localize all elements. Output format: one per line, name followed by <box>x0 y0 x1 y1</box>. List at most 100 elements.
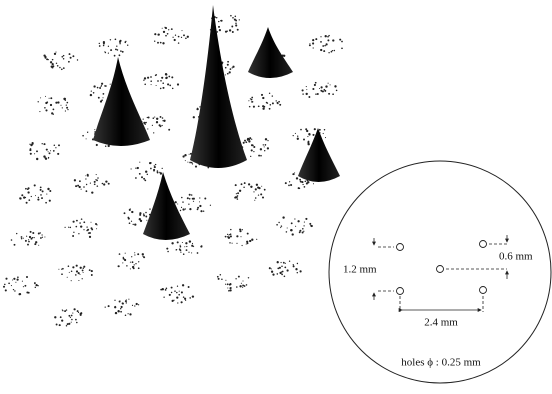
speckle-dot <box>54 316 56 318</box>
speckle-dot <box>115 38 117 40</box>
speckle-dot <box>125 315 127 317</box>
speckle-dot <box>226 30 227 31</box>
speckle-dot <box>115 49 117 51</box>
speckle-dot <box>230 15 232 17</box>
speckle-dot <box>291 222 293 224</box>
speckle-dot <box>325 85 327 87</box>
speckle-dot <box>242 245 243 246</box>
speckle-dot <box>161 125 162 126</box>
speckle-dot <box>235 20 237 22</box>
speckle-dot <box>160 88 162 90</box>
speckle-dot <box>67 102 69 104</box>
speckle-dot <box>199 197 200 198</box>
speckle-dot <box>147 128 148 129</box>
speckle-dot <box>144 77 146 79</box>
speckle-dot <box>227 287 228 288</box>
speckle-dot <box>321 86 323 88</box>
speckle-dot <box>80 225 82 227</box>
speckle-dot <box>162 168 163 169</box>
speckle-dot <box>102 183 104 185</box>
speckle-dot <box>171 292 172 293</box>
speckle-dot <box>44 236 45 237</box>
speckle-dot <box>308 96 310 98</box>
speckle-dot <box>52 65 54 67</box>
speckle-dot <box>278 101 280 103</box>
speckle-dot <box>128 218 130 220</box>
speckle-dot <box>86 184 87 185</box>
speckle-dot <box>183 296 185 298</box>
speckle-dot <box>293 265 295 267</box>
speckle-dot <box>120 50 122 52</box>
speckle-dot <box>260 155 262 157</box>
speckle-dot <box>91 270 93 272</box>
speckle-dot <box>22 281 23 282</box>
speckle-dot <box>61 320 63 322</box>
speckle-dot <box>122 303 124 305</box>
speckle-dot <box>97 177 99 179</box>
speckle-dot <box>101 83 103 85</box>
speckle-dot <box>183 34 185 36</box>
speckle-dot <box>128 313 129 314</box>
speckle-dot <box>82 278 83 279</box>
speckle-dot <box>165 289 167 291</box>
speckle-dot <box>227 73 229 75</box>
speckle-dot <box>52 59 54 61</box>
speckle-dot <box>266 102 268 104</box>
speckle-dot <box>237 195 239 197</box>
speckle-dot <box>44 107 46 109</box>
speckle-dot <box>41 234 42 235</box>
speckle-dot <box>71 271 73 273</box>
speckle-dot <box>78 233 79 234</box>
speckle-dot <box>145 212 147 214</box>
speckle-dot <box>126 302 127 303</box>
speckle-dot <box>175 35 176 36</box>
speckle-dot <box>317 93 319 95</box>
speckle-dot <box>299 231 301 233</box>
speckle-dot <box>174 39 176 41</box>
speckle-dot <box>188 204 189 205</box>
speckle-dot <box>151 84 152 85</box>
speckle-dot <box>288 185 290 187</box>
speckle-dot <box>302 89 304 91</box>
speckle-dot <box>79 180 81 182</box>
speckle-dot <box>256 239 257 240</box>
speckle-dot <box>100 86 101 87</box>
speckle-dot <box>250 98 251 99</box>
speckle-dot <box>246 241 248 243</box>
speckle-dot <box>38 245 39 246</box>
speckle-dot <box>60 316 62 318</box>
speckle-dot <box>304 222 305 223</box>
speckle-dot <box>253 191 254 192</box>
speckle-dot <box>177 286 178 287</box>
speckle-dot <box>77 59 78 60</box>
speckle-dot <box>86 138 87 139</box>
speckle-dot <box>4 284 6 286</box>
speckle-dot <box>53 150 55 152</box>
speckle-dot <box>39 111 40 112</box>
speckle-dot <box>336 90 338 92</box>
speckle-dot <box>139 218 141 220</box>
speckle-dot <box>242 229 243 230</box>
speckle-dot <box>132 261 134 263</box>
speckle-dot <box>235 24 237 26</box>
speckle-dot <box>163 120 165 122</box>
speckle-dot <box>307 181 309 183</box>
speckle-dot <box>57 153 59 155</box>
speckle-dot <box>66 325 68 327</box>
speckle-dot <box>134 254 135 255</box>
speckle-dot <box>289 181 290 182</box>
speckle-dot <box>108 145 110 147</box>
speckle-dot <box>277 273 279 275</box>
speckle-background <box>3 15 343 327</box>
speckle-dot <box>114 300 115 301</box>
speckle-dot <box>341 41 343 43</box>
speckle-dot <box>55 147 56 148</box>
speckle-dot <box>302 184 303 185</box>
speckle-dot <box>331 51 333 53</box>
speckle-dot <box>175 249 176 250</box>
speckle-dot <box>120 308 121 309</box>
speckle-dot <box>229 287 231 289</box>
speckle-dot <box>210 205 211 206</box>
speckle-dot <box>297 263 298 264</box>
speckle-dot <box>248 277 249 278</box>
